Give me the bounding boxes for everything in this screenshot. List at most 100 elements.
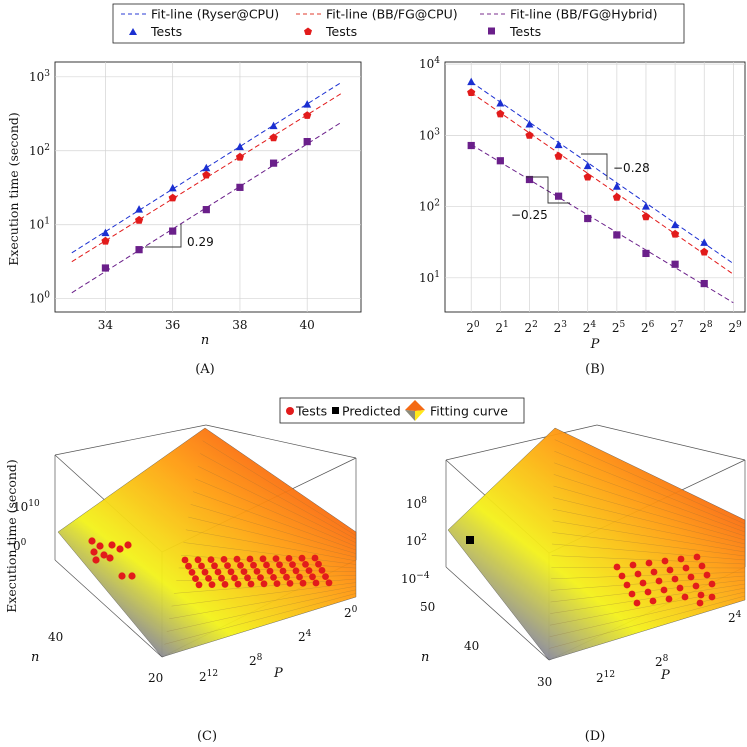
legend-marker-square — [488, 27, 495, 35]
panel-a-caption: (A) — [195, 362, 215, 377]
test-point — [677, 555, 685, 563]
test-point — [201, 568, 209, 576]
test-point — [299, 579, 307, 587]
test-point — [220, 556, 228, 563]
data-point — [700, 238, 709, 246]
panel-a-xtick: 40 — [300, 318, 315, 332]
slope-triangle — [581, 153, 608, 180]
data-point — [467, 88, 476, 96]
test-point — [623, 581, 631, 589]
panel-b-ytick: 101 — [419, 270, 440, 285]
legend-marker-triangle — [129, 28, 137, 35]
top-legend-box — [112, 3, 685, 44]
test-point — [305, 567, 313, 574]
svg-text:24: 24 — [298, 629, 312, 644]
test-point — [100, 551, 108, 559]
data-point — [269, 121, 278, 130]
test-point — [660, 586, 668, 594]
ptick-exp: 12 — [207, 669, 218, 679]
panel-d-ntick-30: 30 — [537, 675, 552, 689]
panel-c: 1010 00 Execution time (second) 40 20 n … — [4, 424, 358, 744]
test-point — [296, 573, 303, 581]
top-legend: Fit-line (Ryser@CPU) Fit-line (BB/FG@CPU… — [112, 3, 685, 44]
test-point — [687, 573, 695, 581]
panel-a-ytick: 100 — [29, 291, 50, 306]
test-point — [253, 568, 261, 575]
panel-b-xtick: 28 — [699, 320, 713, 335]
test-point — [207, 556, 215, 563]
mesh-line — [190, 504, 357, 554]
panel-b-xtick: 25 — [612, 320, 626, 335]
mesh-line — [166, 589, 357, 632]
ptick-base: 2 — [249, 654, 257, 668]
legend-label: Fit-line (Ryser@CPU) — [151, 7, 279, 22]
test-point — [116, 545, 124, 553]
test-point — [289, 561, 296, 568]
test-point — [214, 568, 222, 576]
data-point — [496, 157, 504, 165]
ztick-exp: 8 — [421, 496, 427, 506]
data-point — [671, 260, 679, 268]
test-point — [234, 580, 242, 588]
panel-d-caption: (D) — [585, 729, 606, 744]
test-point — [259, 555, 267, 563]
test-point — [708, 593, 716, 601]
legend-marker-square — [332, 407, 339, 414]
panel-b-xtick: 23 — [554, 320, 568, 335]
panel-b-xtick: 21 — [495, 320, 508, 335]
panel-c-nlabel: n — [31, 650, 39, 665]
legend-entry-tests-bbfg-hybrid: Tests — [488, 24, 541, 39]
data-point — [135, 246, 143, 254]
ztick-exp: 10 — [28, 499, 40, 509]
ptick-base: 2 — [344, 606, 352, 620]
legend-label: Tests — [509, 24, 541, 39]
data-point — [101, 264, 110, 272]
test-point — [286, 580, 294, 587]
mesh-line — [551, 543, 746, 561]
test-point — [260, 580, 268, 588]
ptick-base: 2 — [199, 670, 207, 684]
data-point — [135, 205, 144, 213]
data-point — [235, 152, 244, 161]
ptick-exp: 8 — [257, 653, 263, 663]
legend-marker-pentagon — [304, 27, 312, 35]
panel-a-ylabel: Execution time (second) — [6, 112, 21, 266]
mesh-line — [200, 453, 357, 540]
test-point — [231, 574, 238, 582]
data-point — [612, 182, 621, 190]
panel-c-zlabel: Execution time (second) — [4, 459, 19, 613]
data-point — [236, 183, 244, 191]
svg-text:108: 108 — [406, 496, 427, 511]
svg-text:102: 102 — [406, 533, 427, 548]
test-point — [703, 571, 711, 579]
panel-c-ztick-0: 00 — [13, 538, 27, 553]
ztick-base: 0 — [13, 539, 21, 553]
panel-a-xtick: 34 — [98, 318, 114, 332]
mesh-line — [164, 593, 357, 645]
ptick-base: 2 — [596, 671, 604, 685]
panel-d-zticks: 108 102 10−4 — [401, 496, 430, 586]
test-point — [618, 572, 626, 580]
ztick-exp: 0 — [21, 538, 27, 548]
panel-c-caption: (C) — [197, 729, 217, 744]
mesh-line — [188, 516, 357, 558]
mesh-line — [192, 491, 357, 551]
panel-d-ntick-40: 40 — [464, 639, 479, 653]
ptick-exp: 4 — [306, 629, 312, 639]
mesh-line — [554, 451, 746, 529]
test-point — [645, 559, 653, 567]
slope-triangle — [145, 224, 182, 248]
test-point — [693, 553, 701, 561]
svg-text:1010: 1010 — [13, 499, 40, 514]
mesh-line — [549, 595, 746, 649]
test-point — [708, 580, 716, 588]
test-point — [698, 562, 706, 570]
test-point — [118, 572, 126, 580]
test-point — [312, 579, 320, 587]
ztick-base: 10 — [13, 500, 28, 514]
data-point — [583, 161, 592, 170]
data-point — [303, 100, 312, 108]
test-point — [257, 574, 264, 581]
panel-c-pticks: 212 28 24 20 — [199, 605, 358, 684]
test-point — [198, 562, 205, 570]
